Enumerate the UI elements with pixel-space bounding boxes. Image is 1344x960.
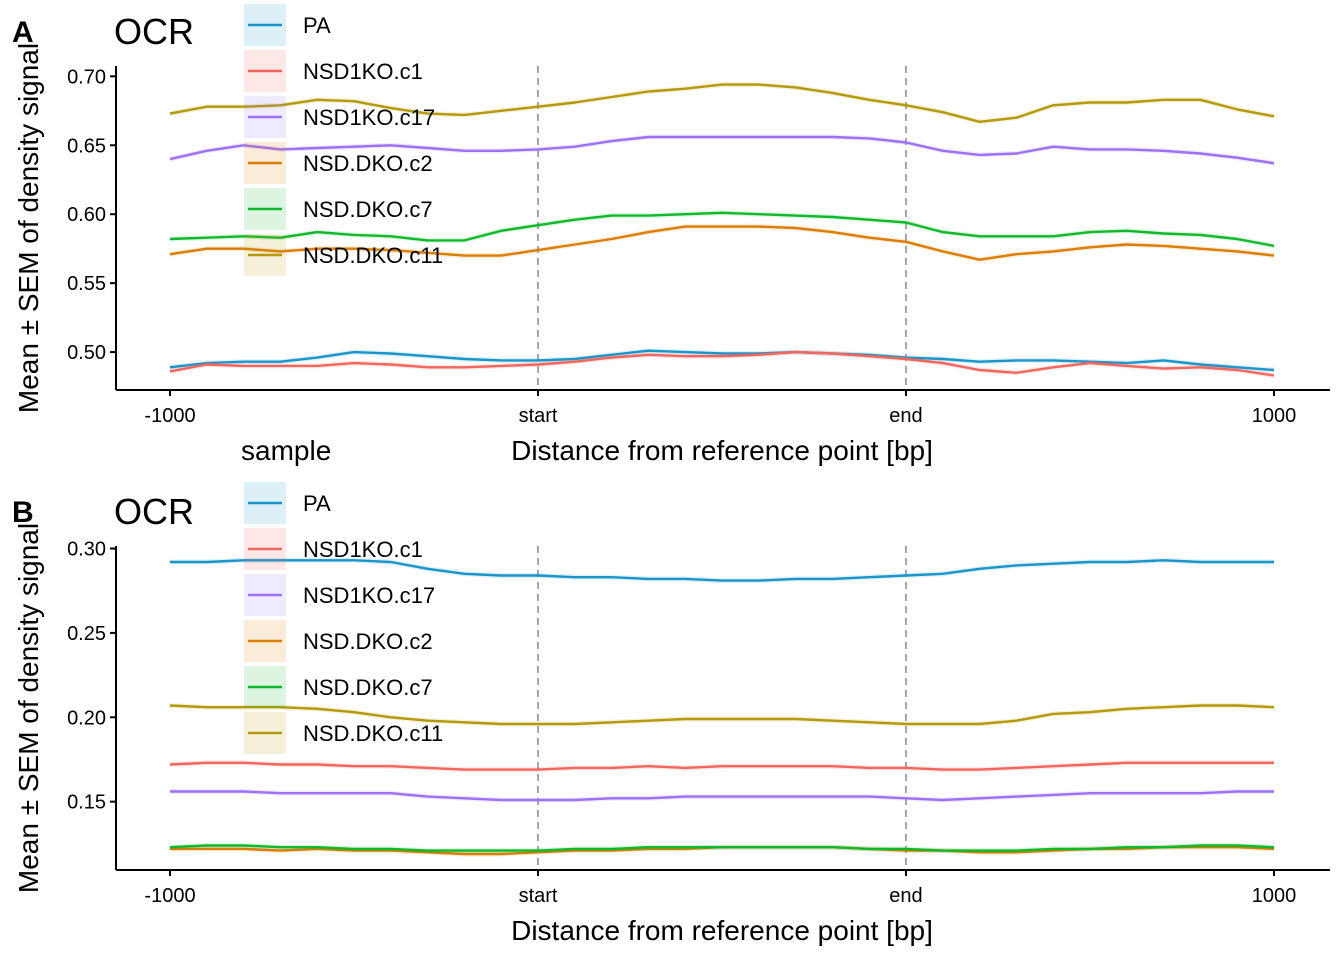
y-tick-label: 0.65: [67, 135, 106, 157]
y-axis-label: Mean ± SEM of density signal: [13, 43, 44, 413]
series-line: [169, 349, 1275, 372]
chart-title: OCR: [114, 11, 194, 52]
series-line: [169, 704, 1275, 726]
x-tick-label: end: [889, 885, 922, 907]
sem-ribbon: [170, 210, 1274, 249]
legend-label: NSD.DKO.c7: [303, 197, 433, 222]
x-tick-label: -1000: [144, 885, 195, 907]
panels: 0.50 0.55 0.60 0.65 0.70 -1000 start end 1000 Dis…: [12, 4, 1330, 946]
y-tick-label: 0.25: [67, 623, 106, 645]
series-line: [169, 844, 1275, 852]
legend-label: NSD.DKO.c7: [303, 675, 433, 700]
x-axis-label: Distance from reference point [bp]: [511, 915, 933, 946]
series-line: [169, 211, 1275, 248]
x-tick-label: end: [889, 405, 922, 427]
y-tick-label: 0.30: [67, 539, 106, 561]
series-line: [170, 559, 1274, 582]
legend-label: NSD.DKO.c2: [303, 151, 433, 176]
legend-label: PA: [303, 491, 331, 516]
legend: PA NSD1KO.c1 NSD1KO.c17 NSD.DKO.c2 NSD.DKO.c…: [241, 4, 443, 466]
x-tick-label: 1000: [1252, 405, 1297, 427]
series-line: [169, 761, 1274, 771]
legend-label: NSD.DKO.c11: [303, 243, 443, 268]
y-tick-label: 0.20: [67, 707, 106, 729]
y-tick-label: 0.55: [67, 273, 106, 295]
legend-label: NSD.DKO.c2: [303, 629, 433, 654]
legend-label: NSD.DKO.c11: [303, 721, 443, 746]
x-axis-label: Distance from reference point [bp]: [511, 435, 933, 466]
series-line: [170, 790, 1274, 802]
y-tick-label: 0.15: [67, 792, 106, 814]
sem-ribbon: [170, 224, 1274, 263]
series-line: [169, 225, 1275, 261]
legend: PA NSD1KO.c1 NSD1KO.c17 NSD.DKO.c2 NSD.DKO.c…: [244, 482, 443, 754]
y-tick-label: 0.60: [67, 204, 106, 226]
series-line: [169, 135, 1275, 165]
series-line: [169, 83, 1275, 124]
chart-title: OCR: [114, 491, 194, 532]
panel-B: 0.15 0.20 0.25 0.30 -1000 start end 1000 Distanc…: [12, 482, 1330, 946]
y-tick-label: 0.70: [67, 66, 106, 88]
legend-label: NSD1KO.c1: [303, 537, 423, 562]
legend-label: NSD1KO.c17: [303, 105, 435, 130]
legend-label: NSD1KO.c17: [303, 583, 435, 608]
x-tick-label: start: [519, 885, 558, 907]
x-tick-label: -1000: [144, 405, 195, 427]
panel-label: A: [12, 16, 34, 49]
panel-A: 0.50 0.55 0.60 0.65 0.70 -1000 start end 1000 Dis…: [12, 4, 1330, 466]
panel-label: B: [12, 496, 34, 529]
legend-label: NSD1KO.c1: [303, 59, 423, 84]
x-tick-label: start: [519, 405, 558, 427]
y-axis-label: Mean ± SEM of density signal: [13, 523, 44, 893]
legend-label: PA: [303, 13, 331, 38]
legend-title: sample: [241, 435, 331, 466]
x-tick-label: 1000: [1252, 885, 1297, 907]
y-tick-label: 0.50: [67, 342, 106, 364]
series-line: [169, 350, 1275, 377]
